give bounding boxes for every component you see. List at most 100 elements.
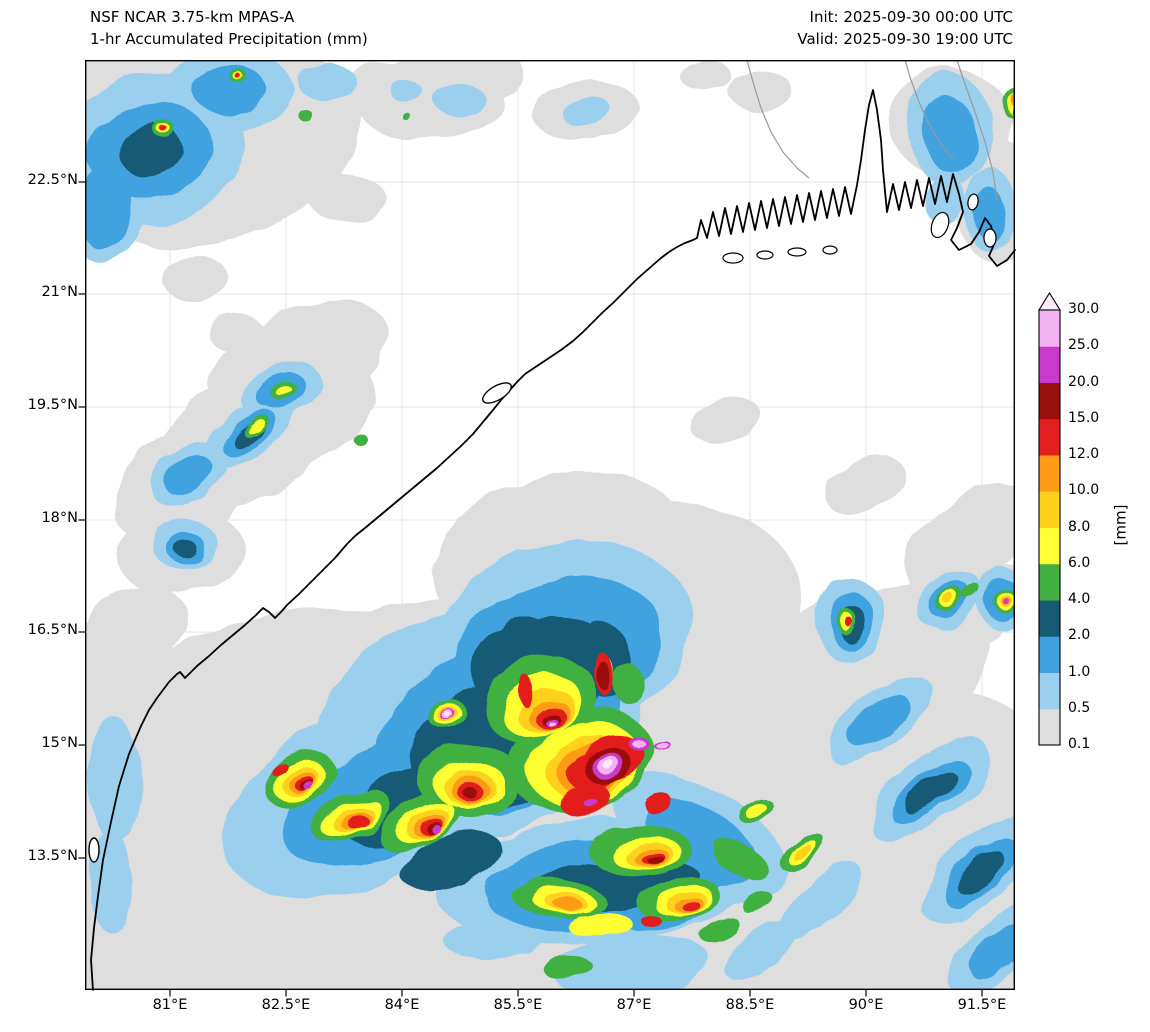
colorbar-segment — [1039, 491, 1060, 528]
precip-contour-blob — [89, 828, 131, 932]
map-plot-area — [78, 59, 1016, 997]
precip-contour-blob — [974, 189, 1006, 241]
precip-contour-blob — [843, 615, 851, 625]
map-svg — [78, 59, 1016, 997]
precip-contour-blob — [640, 914, 660, 926]
colorbar-tick-label: 12.0 — [1068, 446, 1100, 462]
country-borders — [746, 59, 998, 201]
precip-contour-blob — [834, 834, 1015, 990]
colorbar-segment — [1039, 636, 1060, 673]
colorbar-tick-label: 0.1 — [1068, 736, 1091, 752]
colorbar-segment — [1039, 600, 1060, 637]
colorbar-segments — [1039, 310, 1060, 746]
colorbar-svg — [1038, 291, 1061, 746]
colorbar-tick-label: 15.0 — [1068, 409, 1100, 426]
axis-ticks — [78, 181, 983, 997]
precip-contour-blob — [463, 788, 477, 798]
precip-contour-blob — [568, 913, 632, 937]
precip-contour-blob — [925, 174, 965, 226]
precip-contour-blob — [89, 718, 141, 842]
precip-contour-blob — [550, 934, 710, 990]
colorbar-tick-label: 6.0 — [1068, 554, 1091, 571]
precip-contour-blob — [614, 663, 646, 707]
colorbar-segment — [1039, 455, 1060, 492]
precip-contour-blob — [924, 99, 976, 171]
y-tick-label: 13.5°N — [27, 848, 78, 864]
precip-contour-blob — [389, 79, 421, 101]
precip-contour-blob — [944, 595, 956, 605]
precip-contour-blob — [346, 813, 366, 827]
colorbar-tick-label: 25.0 — [1068, 337, 1100, 354]
precip-contour-blob — [711, 838, 769, 882]
x-tick-label: 85.5°E — [493, 997, 543, 1013]
colorbar-segment — [1039, 708, 1060, 746]
coastline-group — [88, 59, 1016, 991]
precip-contour-blob — [309, 174, 385, 222]
precip-contour-blob — [747, 804, 767, 820]
chilika-lagoon — [482, 382, 512, 404]
precip-contour-blob — [161, 127, 169, 133]
x-tick-label: 82.5°E — [261, 997, 311, 1013]
field-title: 1-hr Accumulated Precipitation (mm) — [90, 30, 368, 48]
colorbar-tick-label: 4.0 — [1068, 591, 1091, 607]
precip-contour-blob — [351, 431, 365, 443]
precip-contour-blob — [777, 862, 863, 938]
precip-contour-blob — [699, 917, 741, 943]
precip-contour-blob — [956, 850, 1004, 894]
plot-frame — [84, 59, 1015, 990]
precip-contour-blob — [597, 661, 613, 693]
colorbar-segment — [1039, 382, 1060, 420]
precip-contour-blob — [725, 919, 795, 981]
precip-contour-blob — [555, 899, 585, 913]
pulicat-lagoon — [88, 837, 100, 863]
colorbar-segment — [1039, 672, 1060, 710]
precip-contour-blob — [546, 719, 554, 725]
precip-contour-blob — [1005, 599, 1011, 607]
colorbar-tick-label: 1.0 — [1068, 663, 1091, 680]
precip-contour-blob — [683, 902, 701, 912]
precip-contour-blob — [540, 954, 590, 976]
precip-contour-blob — [604, 761, 616, 771]
precip-contour-blob — [728, 70, 792, 110]
precip-contour-blob — [275, 385, 291, 395]
precip-contour-blob — [679, 60, 731, 90]
colorbar-tick-label: 8.0 — [1068, 518, 1091, 535]
colorbar-tick-label: 2.0 — [1068, 627, 1091, 644]
precip-contour-blob — [400, 829, 500, 891]
precip-contour-blob — [441, 709, 449, 715]
precip-contour-blob — [745, 893, 775, 917]
colorbar-tick-label: 0.5 — [1068, 699, 1091, 716]
precip-contour-blob — [963, 585, 983, 601]
precip-contour-blob — [559, 94, 611, 126]
colorbar: 30.0 25.0 20.0 15.0 12.0 10.0 8.0 6.0 4.0 2.0 1.0 0… — [1038, 291, 1150, 772]
colorbar-segment — [1039, 310, 1060, 347]
y-tick-label: 16.5°N — [27, 622, 78, 638]
x-tick-label: 84°E — [384, 997, 420, 1013]
valid-time-label: Valid: 2025-09-30 19:00 UTC — [797, 30, 1013, 48]
y-tick-label: 19.5°N — [27, 397, 78, 413]
precip-contour-blob — [161, 256, 229, 300]
x-tick-label: 90°E — [848, 997, 884, 1013]
precip-contour-blob — [166, 457, 214, 497]
colorbar-outline — [1038, 309, 1061, 746]
precip-contour-blob — [1007, 87, 1015, 103]
precip-contour-blob — [335, 63, 425, 117]
precip-contour-blob — [305, 783, 315, 791]
colorbar-tick-label: 20.0 — [1068, 373, 1100, 390]
precip-contour-blob — [431, 825, 441, 833]
x-tick-label: 91.5°E — [957, 997, 1007, 1013]
precip-contour-blob — [234, 72, 240, 78]
y-tick-label: 15°N — [41, 735, 78, 751]
colorbar-over-arrow — [1038, 291, 1061, 311]
colorbar-tick-label: 10.0 — [1068, 482, 1100, 499]
precip-contour-blob — [177, 542, 199, 560]
colorbar-tick-label: 30.0 — [1068, 301, 1100, 317]
precip-contour-blob — [790, 841, 810, 859]
precip-contour-blob — [85, 168, 131, 252]
precip-contour-blob — [797, 943, 963, 990]
precip-contour-blob — [517, 675, 533, 705]
colorbar-segment — [1039, 418, 1060, 456]
precip-contour-blob — [904, 769, 956, 815]
precip-contour-blob — [434, 84, 486, 116]
precip-contour-blob — [634, 740, 646, 750]
